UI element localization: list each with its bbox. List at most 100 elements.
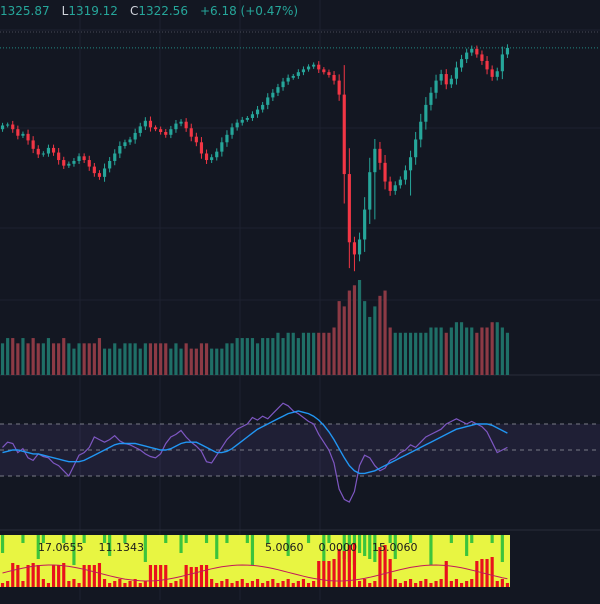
indicator-red-cell xyxy=(327,561,331,587)
volume-bar xyxy=(174,343,178,375)
indicator-green-cell xyxy=(266,535,270,543)
change-readout: +6.18 (+0.47%) xyxy=(199,4,299,18)
volume-bar xyxy=(108,348,112,375)
indicator-red-cell xyxy=(465,581,469,587)
indicator-red-cell xyxy=(444,561,448,587)
candle-body xyxy=(179,121,183,124)
candle-body xyxy=(449,78,453,85)
volume-bar xyxy=(505,332,510,375)
volume-bar xyxy=(36,343,40,375)
candle-body xyxy=(57,152,61,161)
volume-bar xyxy=(220,348,224,375)
indicator-red-cell xyxy=(373,581,377,587)
indicator-red-cell xyxy=(414,583,418,587)
indicator-red-cell xyxy=(459,583,464,587)
volume-bar xyxy=(429,327,433,375)
indicator-green-cell xyxy=(490,535,494,543)
indicator-green-cell xyxy=(72,535,76,565)
volume-bar xyxy=(159,343,163,375)
candle-body xyxy=(271,92,275,98)
candle-body xyxy=(11,124,15,130)
volume-bar xyxy=(82,343,86,375)
candle-body xyxy=(67,163,71,166)
volume-bar xyxy=(342,306,346,375)
volume-bar xyxy=(0,343,5,375)
candle-body xyxy=(332,74,336,81)
candle-body xyxy=(439,74,443,81)
indicator-green-cell xyxy=(204,535,209,543)
indicator-red-cell xyxy=(312,581,316,587)
volume-bar xyxy=(312,332,316,375)
volume-bar xyxy=(444,332,448,375)
candle-body xyxy=(342,94,346,175)
indicator-red-cell xyxy=(102,579,107,587)
indicator-red-cell xyxy=(434,581,438,587)
volume-bar xyxy=(470,327,474,375)
volume-bar xyxy=(6,338,10,375)
candle-body xyxy=(403,170,408,180)
candle-body xyxy=(16,129,20,136)
volume-bar xyxy=(495,322,499,375)
indicator-red-cell xyxy=(332,559,336,587)
candle-body xyxy=(194,136,198,143)
indicator-green-cell xyxy=(368,535,372,559)
indicator-green-cell xyxy=(215,535,219,559)
volume-bar xyxy=(414,332,418,375)
volume-bar xyxy=(240,338,244,375)
indicator-red-cell xyxy=(301,579,306,587)
candle-body xyxy=(480,54,484,61)
candle-body xyxy=(138,126,142,133)
indicator-green-cell xyxy=(21,535,25,543)
indicator-red-cell xyxy=(92,565,96,587)
indicator-red-cell xyxy=(174,581,178,587)
indicator-green-cell xyxy=(408,535,413,543)
indicator-red-cell xyxy=(347,545,351,587)
indicator-green-cell xyxy=(123,535,127,543)
volume-bar xyxy=(113,343,117,375)
indicator-red-cell xyxy=(424,579,428,587)
indicator-green-cell xyxy=(108,535,112,556)
volume-bar xyxy=(363,301,367,375)
volume-bar xyxy=(424,332,428,375)
volume-bar xyxy=(388,327,392,375)
indicator-red-cell xyxy=(77,583,81,587)
candle-body xyxy=(133,132,137,140)
indicator-green-cell xyxy=(500,535,504,562)
indicator-line xyxy=(2,564,508,582)
indicator-red-cell xyxy=(210,579,214,587)
candle-body xyxy=(113,153,117,161)
candle-body xyxy=(245,117,249,120)
indicator-red-cell xyxy=(169,583,173,587)
candle-body xyxy=(419,121,423,140)
candle-body xyxy=(118,146,122,154)
rsi-ma-line xyxy=(2,410,508,475)
candle-body xyxy=(475,48,479,55)
indicator-red-cell xyxy=(261,583,265,587)
candle-body xyxy=(220,142,224,152)
volume-bar xyxy=(322,332,326,375)
indicator-red-cell xyxy=(286,579,290,587)
indicator-green-cell xyxy=(322,535,326,562)
volume-bar xyxy=(57,343,61,375)
candle-body xyxy=(169,129,173,135)
indicator-red-cell xyxy=(403,581,408,587)
candle-body xyxy=(286,77,290,82)
indicator-red-cell xyxy=(368,583,372,587)
indicator-red-cell xyxy=(250,581,255,587)
candle-body xyxy=(414,139,418,158)
volume-bar xyxy=(194,348,198,375)
indicator-green-cell xyxy=(286,535,290,556)
candle-body xyxy=(164,132,168,135)
volume-bar xyxy=(332,327,336,375)
candle-body xyxy=(317,64,321,70)
indicator-red-cell xyxy=(113,581,117,587)
candle-body xyxy=(51,147,56,153)
indicator-green-cell xyxy=(393,535,397,559)
volume-bar xyxy=(398,332,402,375)
volume-bar xyxy=(118,348,122,375)
candle-body xyxy=(123,142,127,147)
indicator-green-cell xyxy=(0,535,5,553)
candle-body xyxy=(424,104,428,122)
